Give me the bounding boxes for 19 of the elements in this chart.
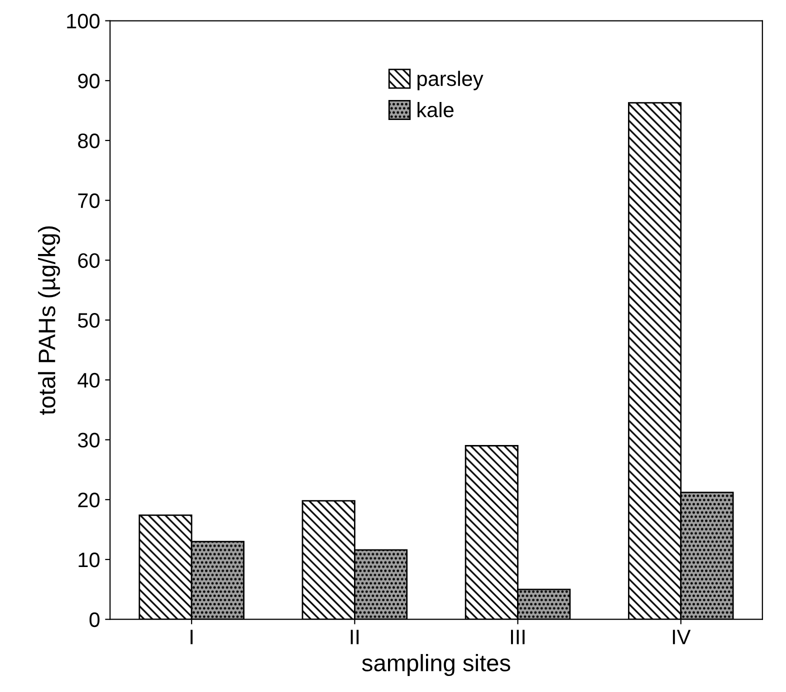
y-tick-label: 70 xyxy=(78,193,100,208)
y-tick-label: 20 xyxy=(78,492,100,508)
x-tick-label: II xyxy=(350,630,359,644)
y-tick-label: 0 xyxy=(90,612,100,628)
legend-label: kale xyxy=(418,102,454,118)
y-tick-label: 80 xyxy=(78,133,100,148)
x-tick-label: I xyxy=(190,630,193,644)
legend-label: parsley xyxy=(418,70,484,90)
y-tick-label: 40 xyxy=(78,372,100,388)
y-tick-label: 30 xyxy=(78,432,100,448)
y-tick-label: 90 xyxy=(78,74,100,88)
y-axis-title: total PAHs (µg/kg) xyxy=(38,226,60,415)
x-axis-title: sampling sites xyxy=(362,654,510,676)
x-tick-label: IV xyxy=(672,630,691,644)
y-tick-label: 60 xyxy=(78,253,100,268)
y-tick-label: 100 xyxy=(67,14,100,29)
y-tick-label: 10 xyxy=(78,552,100,568)
x-tick-label: III xyxy=(511,630,525,644)
y-tick-label: 50 xyxy=(78,313,100,328)
